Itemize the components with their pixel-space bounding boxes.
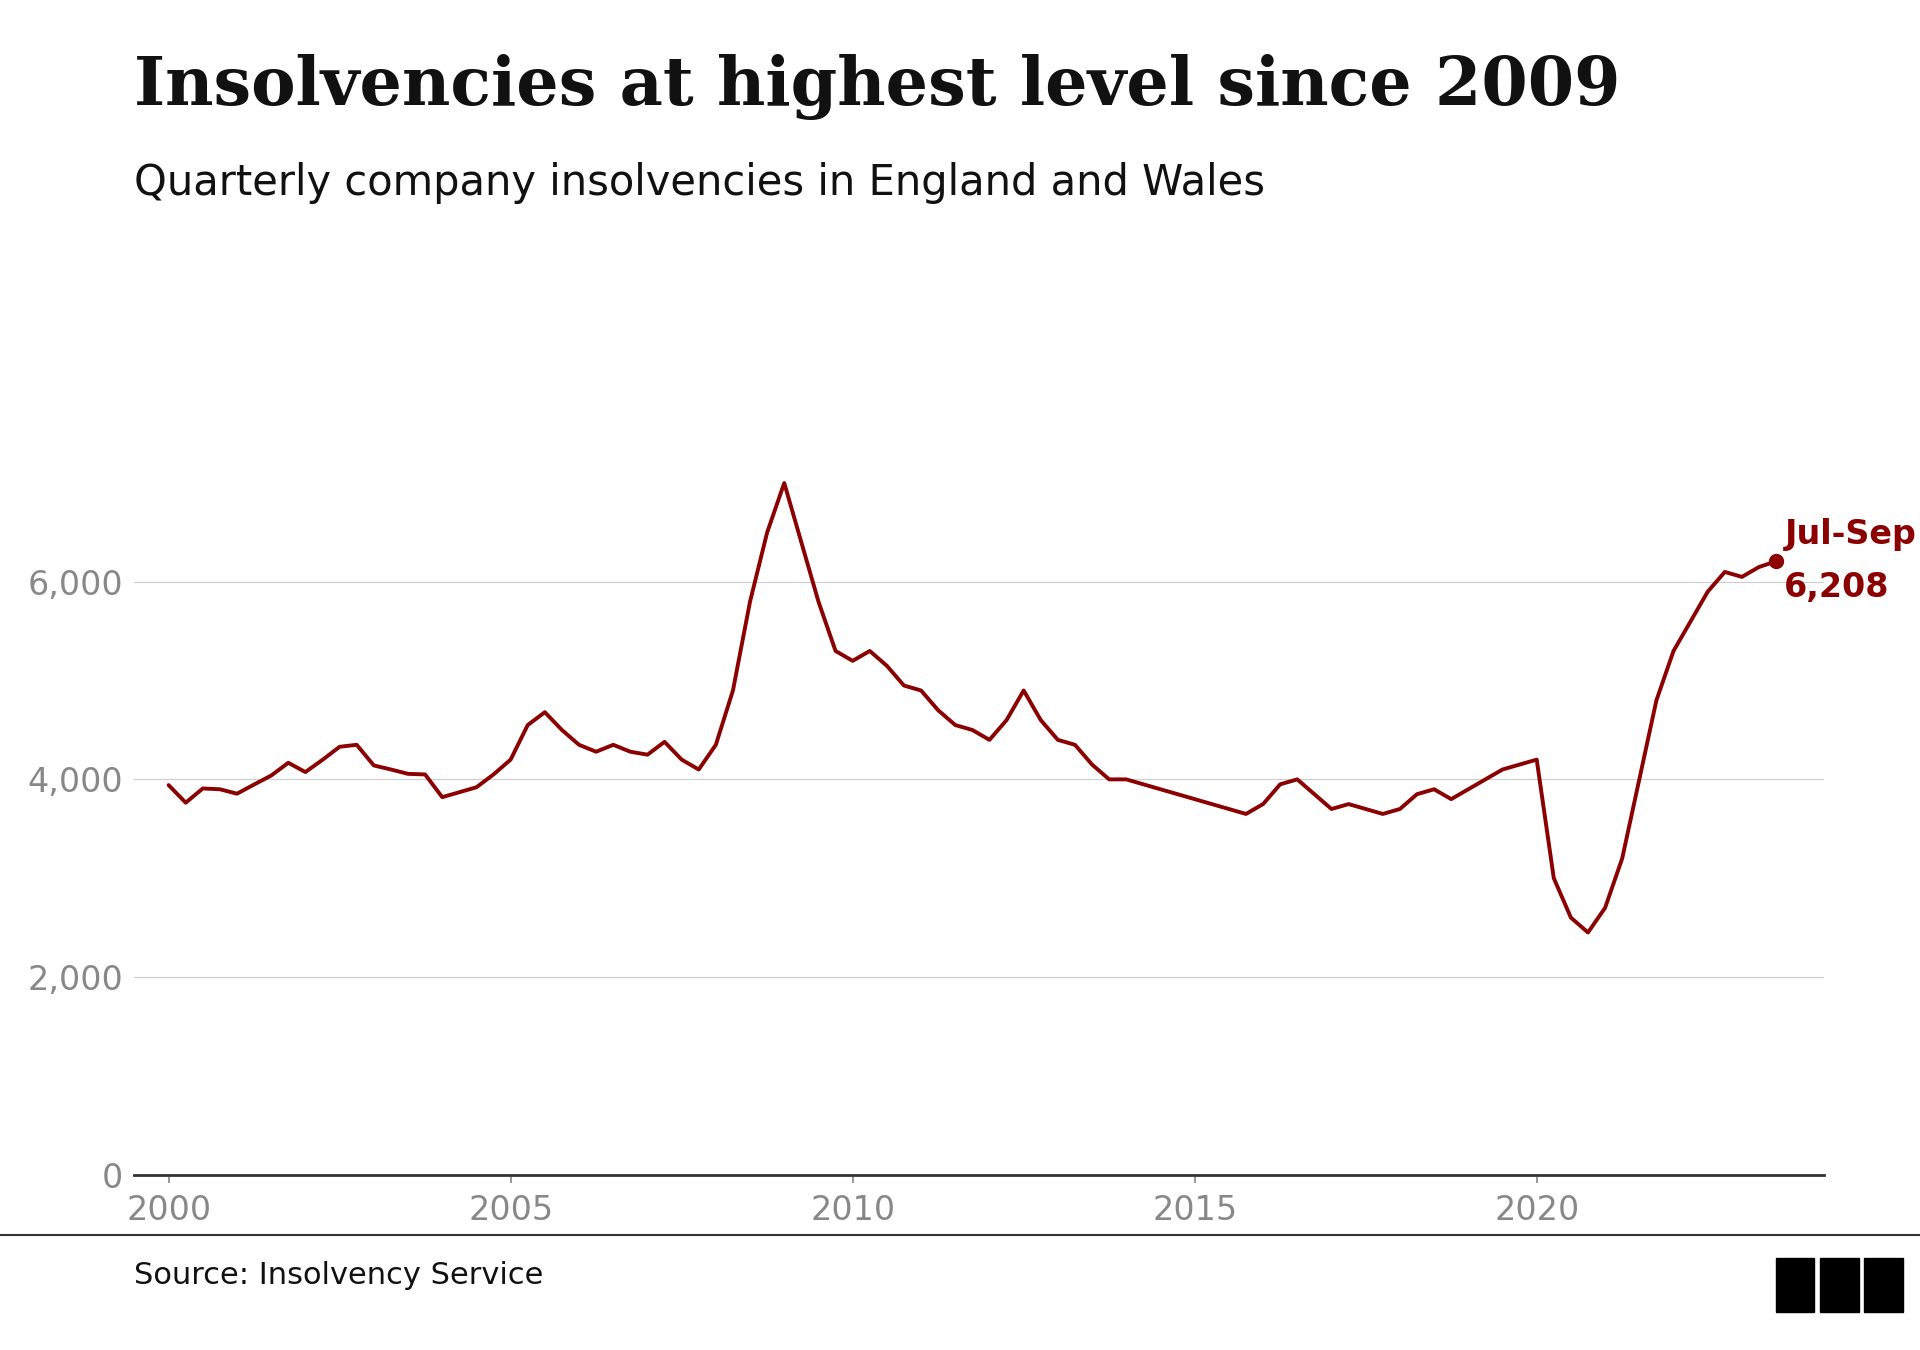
- Text: Source: Insolvency Service: Source: Insolvency Service: [134, 1261, 543, 1291]
- Text: B: B: [1828, 1272, 1851, 1299]
- Text: Insolvencies at highest level since 2009: Insolvencies at highest level since 2009: [134, 54, 1620, 120]
- Text: Quarterly company insolvencies in England and Wales: Quarterly company insolvencies in Englan…: [134, 162, 1265, 204]
- Text: C: C: [1874, 1272, 1893, 1299]
- Text: Jul-Sep 23: Jul-Sep 23: [1784, 518, 1920, 551]
- Text: B: B: [1784, 1272, 1807, 1299]
- Text: 6,208: 6,208: [1784, 571, 1889, 605]
- Point: [1761, 551, 1791, 572]
